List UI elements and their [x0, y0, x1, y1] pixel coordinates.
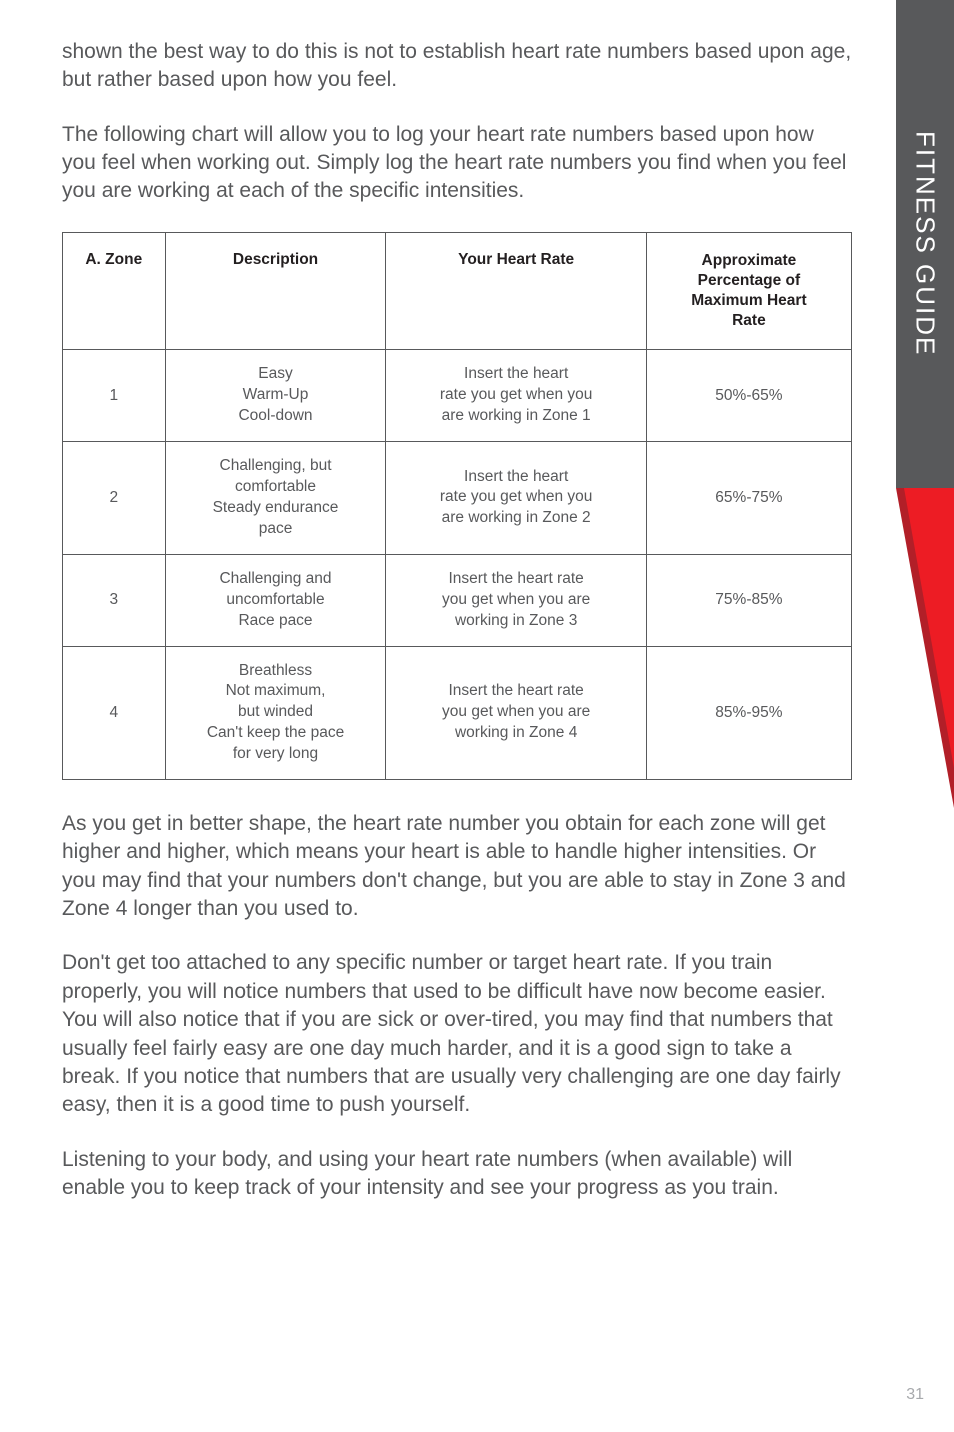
- cell-zone: 4: [63, 646, 166, 780]
- table-row: 2 Challenging, butcomfortableSteady endu…: [63, 442, 852, 555]
- table-body: 1 EasyWarm-UpCool-down Insert the heartr…: [63, 350, 852, 780]
- header-zone: A. Zone: [63, 232, 166, 350]
- page-number: 31: [906, 1386, 924, 1404]
- table-header-row: A. Zone Description Your Heart Rate Appr…: [63, 232, 852, 350]
- heart-rate-zone-table: A. Zone Description Your Heart Rate Appr…: [62, 232, 852, 780]
- header-description: Description: [165, 232, 386, 350]
- side-tab: FITNESS GUIDE: [896, 0, 954, 488]
- intro-paragraph-2: The following chart will allow you to lo…: [62, 121, 852, 206]
- cell-percentage: 50%-65%: [646, 350, 851, 442]
- cell-zone: 2: [63, 442, 166, 555]
- cell-zone: 3: [63, 554, 166, 646]
- cell-heart-rate: Insert the heartrate you get when youare…: [386, 442, 646, 555]
- red-accent: [896, 488, 954, 808]
- cell-description: Challenging anduncomfortableRace pace: [165, 554, 386, 646]
- content-area: shown the best way to do this is not to …: [62, 38, 852, 1228]
- body-paragraph-3: As you get in better shape, the heart ra…: [62, 810, 852, 923]
- intro-paragraph-1: shown the best way to do this is not to …: [62, 38, 852, 95]
- header-percentage-text: ApproximatePercentage ofMaximum HeartRat…: [657, 251, 841, 332]
- cell-zone: 1: [63, 350, 166, 442]
- table-row: 1 EasyWarm-UpCool-down Insert the heartr…: [63, 350, 852, 442]
- cell-heart-rate: Insert the heartrate you get when youare…: [386, 350, 646, 442]
- body-paragraph-5: Listening to your body, and using your h…: [62, 1146, 852, 1203]
- cell-description: BreathlessNot maximum,but windedCan't ke…: [165, 646, 386, 780]
- side-tab-label: FITNESS GUIDE: [910, 131, 941, 356]
- cell-heart-rate: Insert the heart rateyou get when you ar…: [386, 554, 646, 646]
- header-heart-rate: Your Heart Rate: [386, 232, 646, 350]
- cell-percentage: 75%-85%: [646, 554, 851, 646]
- body-paragraph-4: Don't get too attached to any specific n…: [62, 949, 852, 1119]
- cell-description: Challenging, butcomfortableSteady endura…: [165, 442, 386, 555]
- header-percentage: ApproximatePercentage ofMaximum HeartRat…: [646, 232, 851, 350]
- table-row: 4 BreathlessNot maximum,but windedCan't …: [63, 646, 852, 780]
- cell-description: EasyWarm-UpCool-down: [165, 350, 386, 442]
- page: FITNESS GUIDE shown the best way to do t…: [0, 0, 954, 1432]
- cell-heart-rate: Insert the heart rateyou get when you ar…: [386, 646, 646, 780]
- cell-percentage: 85%-95%: [646, 646, 851, 780]
- table-row: 3 Challenging anduncomfortableRace pace …: [63, 554, 852, 646]
- cell-percentage: 65%-75%: [646, 442, 851, 555]
